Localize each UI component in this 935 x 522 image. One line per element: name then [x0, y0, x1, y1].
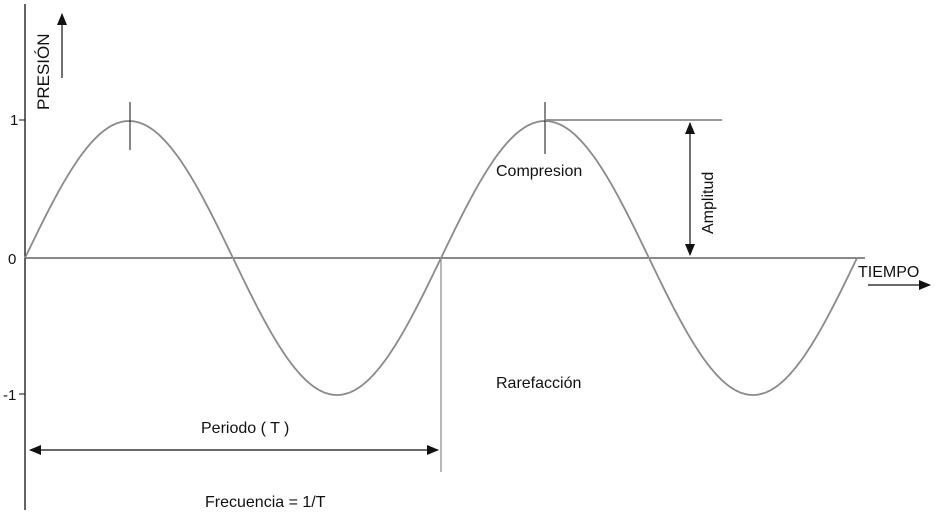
amplitude-label: Amplitud [700, 172, 717, 234]
frequency-label: Frecuencia = 1/T [205, 494, 326, 511]
period-label: Periodo ( T ) [201, 420, 289, 437]
y-tick-label-1: 1 [10, 112, 18, 129]
y-tick-label-0: 0 [8, 251, 16, 268]
rarefaction-label: Rarefacción [496, 375, 581, 392]
y-tick-label-neg1: -1 [3, 387, 16, 404]
x-axis-label: TIEMPO [858, 264, 919, 281]
y-axis-label: PRESIÓN [34, 33, 53, 110]
compression-label: Compresion [496, 163, 582, 180]
